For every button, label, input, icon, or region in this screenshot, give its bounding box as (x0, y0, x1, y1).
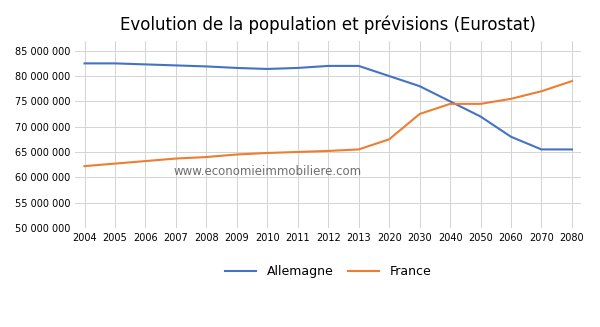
Allemagne (538, 147, 545, 151)
Allemagne (263, 67, 271, 71)
Allemagne (446, 99, 454, 103)
Allemagne (112, 61, 119, 65)
France (446, 102, 454, 106)
Text: www.economieimmobiliere.com: www.economieimmobiliere.com (173, 165, 362, 178)
Allemagne (81, 61, 88, 65)
France (203, 155, 210, 159)
France (508, 97, 515, 101)
Allemagne (508, 135, 515, 139)
Allemagne (386, 74, 393, 78)
Allemagne (203, 64, 210, 68)
Allemagne (355, 64, 362, 68)
France (172, 157, 179, 161)
Allemagne (416, 84, 423, 88)
Allemagne (477, 114, 484, 118)
France (263, 151, 271, 155)
France (325, 149, 332, 153)
Legend: Allemagne, France: Allemagne, France (220, 260, 436, 284)
Line: Allemagne: Allemagne (85, 63, 572, 149)
Allemagne (233, 66, 241, 70)
France (386, 137, 393, 141)
Allemagne (172, 63, 179, 67)
France (81, 164, 88, 168)
France (538, 89, 545, 93)
Line: France: France (85, 81, 572, 166)
France (233, 152, 241, 156)
Allemagne (568, 147, 575, 151)
France (355, 147, 362, 151)
Allemagne (325, 64, 332, 68)
France (142, 159, 149, 163)
France (568, 79, 575, 83)
France (112, 162, 119, 165)
Title: Evolution de la population et prévisions (Eurostat): Evolution de la population et prévisions… (120, 15, 536, 33)
Allemagne (142, 62, 149, 66)
France (294, 150, 301, 154)
France (416, 112, 423, 116)
Allemagne (294, 66, 301, 70)
France (477, 102, 484, 106)
